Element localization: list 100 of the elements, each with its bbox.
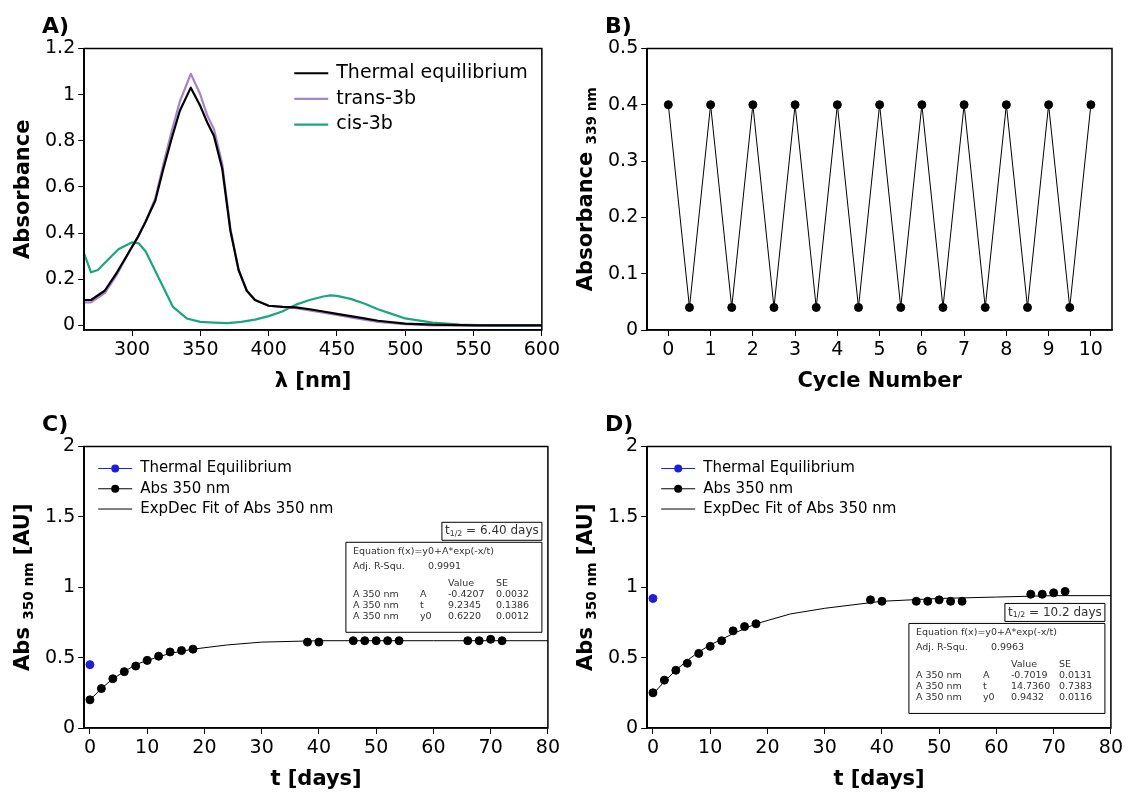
y-axis-title: Abs 350 nm [AU] <box>10 503 36 671</box>
point <box>877 596 887 606</box>
point <box>1049 588 1059 598</box>
text: Adj. R-Squ. 0.9991 <box>352 559 462 571</box>
chart-title: D) <box>605 410 634 436</box>
y-tick-label: 1 <box>63 81 76 104</box>
y-tick-label: 0.8 <box>45 127 76 150</box>
x-tick-label: 50 <box>927 735 952 758</box>
x-tick-label: 0 <box>646 735 659 758</box>
point <box>865 595 875 605</box>
y-tick-label: 0.5 <box>608 35 639 58</box>
text: A 350 nm t 14.7360 0.7383 <box>915 679 1093 691</box>
point <box>694 648 704 658</box>
x-tick-label: 550 <box>455 337 492 360</box>
point <box>682 658 692 668</box>
point <box>740 622 750 632</box>
y-tick-label: 0.2 <box>608 204 639 227</box>
x-tick-label: 40 <box>869 735 895 758</box>
x-tick-label: 20 <box>755 735 780 758</box>
point <box>659 675 669 685</box>
x-tick-label: 30 <box>812 735 837 758</box>
point <box>177 646 187 656</box>
x-tick-label: 6 <box>915 337 928 360</box>
x-tick-label: 400 <box>250 337 287 360</box>
y-tick-label: 0.6 <box>45 173 76 196</box>
y-tick-label: 0.1 <box>608 260 639 283</box>
annotation: Equation f(x)=y0+A*exp(-x/t) <box>352 544 494 556</box>
point <box>728 626 738 636</box>
y-tick-label: 0 <box>63 714 76 737</box>
point <box>705 641 715 651</box>
y-tick-label: 2 <box>626 433 639 456</box>
text: A 350 nm y0 0.6220 0.0012 <box>352 609 530 621</box>
y-axis-title: Absorbance 339 nm <box>573 87 599 292</box>
x-axis-title: λ [nm] <box>274 367 352 392</box>
point <box>165 647 175 657</box>
x-tick-label: 9 <box>1042 337 1055 360</box>
y-tick-label: 1 <box>63 574 76 597</box>
y-tick-label: 0 <box>626 316 639 339</box>
x-tick-label: 300 <box>113 337 151 360</box>
point <box>383 636 393 646</box>
chart-title: A) <box>42 12 70 38</box>
y-tick-label: 0.4 <box>45 219 76 242</box>
x-tick-label: 5 <box>873 337 886 360</box>
x-tick-label: 3 <box>789 337 802 360</box>
point <box>648 593 658 603</box>
point <box>131 661 141 671</box>
legend-label: Thermal Equilibrium <box>139 458 292 477</box>
point <box>717 636 727 646</box>
x-tick-label: 4 <box>831 337 844 360</box>
x-tick-label: 450 <box>318 337 356 360</box>
x-tick-label: 10 <box>135 735 160 758</box>
legend-label: Thermal Equilibrium <box>702 458 855 477</box>
legend-label: Abs 350 nm <box>140 478 231 497</box>
point <box>348 636 358 646</box>
point <box>946 596 956 606</box>
legend-label: ExpDec Fit of Abs 350 nm <box>703 498 897 517</box>
legend-label: cis-3b <box>336 111 393 134</box>
y-tick-label: 0 <box>626 714 639 737</box>
y-tick-label: 0 <box>63 312 76 335</box>
x-tick-label: 60 <box>421 735 446 758</box>
point <box>188 644 198 654</box>
x-tick-label: 60 <box>984 735 1009 758</box>
x-tick-label: 350 <box>182 337 219 360</box>
y-tick-label: 2 <box>63 433 76 456</box>
x-tick-label: 7 <box>958 337 971 360</box>
x-tick-label: 1 <box>704 337 717 360</box>
point <box>648 688 658 698</box>
text: A 350 nm y0 0.9432 0.0116 <box>915 690 1093 702</box>
legend-label: ExpDec Fit of Abs 350 nm <box>140 498 334 517</box>
x-tick-label: 0 <box>662 337 675 360</box>
x-tick-label: 600 <box>523 337 560 360</box>
point <box>1026 589 1036 599</box>
point <box>394 636 404 646</box>
y-tick-label: 0.5 <box>608 644 639 667</box>
x-tick-label: 50 <box>364 735 389 758</box>
y-tick-label: 1.5 <box>45 503 76 526</box>
text: A 350 nm t 9.2345 0.1386 <box>352 598 530 610</box>
point <box>497 636 507 646</box>
x-axis-title: t [days] <box>833 765 925 790</box>
point <box>486 634 496 644</box>
legend-label: Abs 350 nm <box>703 478 794 497</box>
point <box>108 674 118 684</box>
text: Value SE <box>1010 657 1071 669</box>
point <box>911 596 921 606</box>
x-axis-title: Cycle Number <box>797 367 963 392</box>
x-tick-label: 80 <box>535 735 561 758</box>
legend-label: Thermal equilibrium <box>335 60 528 83</box>
point <box>1060 586 1070 596</box>
annotation: Equation f(x)=y0+A*exp(-x/t) <box>915 625 1057 637</box>
point <box>96 684 106 694</box>
x-axis-title: t [days] <box>270 765 362 790</box>
y-tick-label: 0.3 <box>608 147 639 170</box>
point <box>463 636 473 646</box>
x-tick-label: 10 <box>698 735 723 758</box>
y-axis-title: Absorbance <box>10 119 35 259</box>
y-tick-label: 0.5 <box>45 644 76 667</box>
x-tick-label: 70 <box>478 735 503 758</box>
point <box>85 695 95 705</box>
point <box>360 636 370 646</box>
x-tick-label: 70 <box>1041 735 1066 758</box>
